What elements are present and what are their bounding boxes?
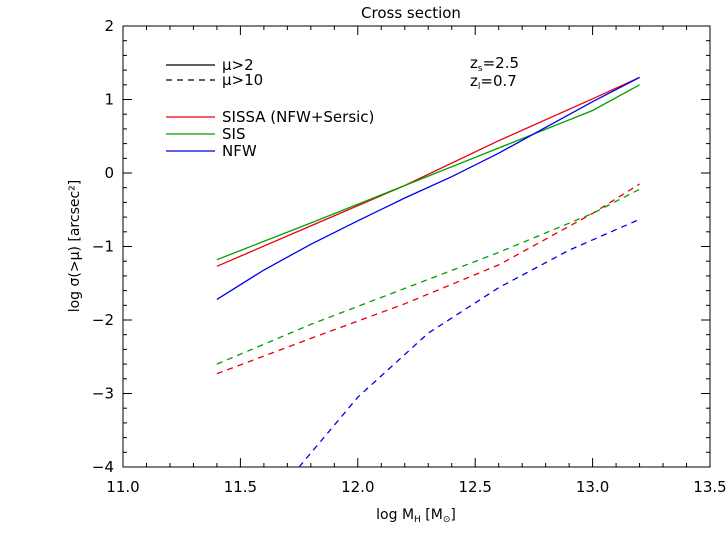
legend: μ>2 μ>10 SISSA (NFW+Sersic) SIS NFW (166, 56, 374, 160)
series-nfw-mu2 (216, 76, 640, 300)
series-sissa-mu10 (216, 183, 640, 375)
x-tick-label: 12.0 (341, 478, 374, 496)
x-tick-label: 11.5 (224, 478, 257, 496)
series-sis-mu10 (216, 188, 640, 365)
legend-sissa-label: SISSA (NFW+Sersic) (222, 108, 374, 126)
legend-nfw-label: NFW (222, 142, 257, 160)
x-tick-label: 11.0 (106, 478, 139, 496)
legend-dashed-label: μ>10 (222, 71, 263, 89)
legend-solid-label: μ>2 (222, 56, 254, 74)
chart-title: Cross section (361, 4, 461, 22)
x-tick-label: 13.5 (693, 478, 726, 496)
y-tick-label: 0 (104, 164, 114, 182)
annotation-source-redshift: zs=2.5 (470, 54, 519, 74)
y-tick-label: −1 (92, 238, 114, 256)
x-tick-label: 12.5 (458, 478, 491, 496)
x-tick-label: 13.0 (576, 478, 609, 496)
legend-sis-label: SIS (222, 125, 245, 143)
x-axis-label: log MH [M⊙] (376, 507, 456, 525)
y-axis-label: log σ(>μ) [arcsec²] (67, 180, 83, 313)
series-sis-mu2 (216, 84, 640, 261)
series-nfw-mu10 (298, 218, 640, 468)
annotation-lens-redshift: zl=0.7 (470, 72, 517, 92)
series-sissa-mu2 (216, 76, 640, 267)
y-tick-label: 1 (104, 91, 114, 109)
plot-frame (122, 25, 711, 468)
series-lines (216, 76, 640, 468)
y-ticks: −4 −3 −2 −1 0 1 2 (92, 17, 710, 476)
y-tick-label: 2 (104, 17, 114, 35)
y-tick-label: −2 (92, 311, 114, 329)
y-tick-label: −3 (92, 385, 114, 403)
y-tick-label: −4 (92, 458, 114, 476)
x-ticks: 11.0 11.5 12.0 12.5 13.0 13.5 (106, 26, 726, 496)
